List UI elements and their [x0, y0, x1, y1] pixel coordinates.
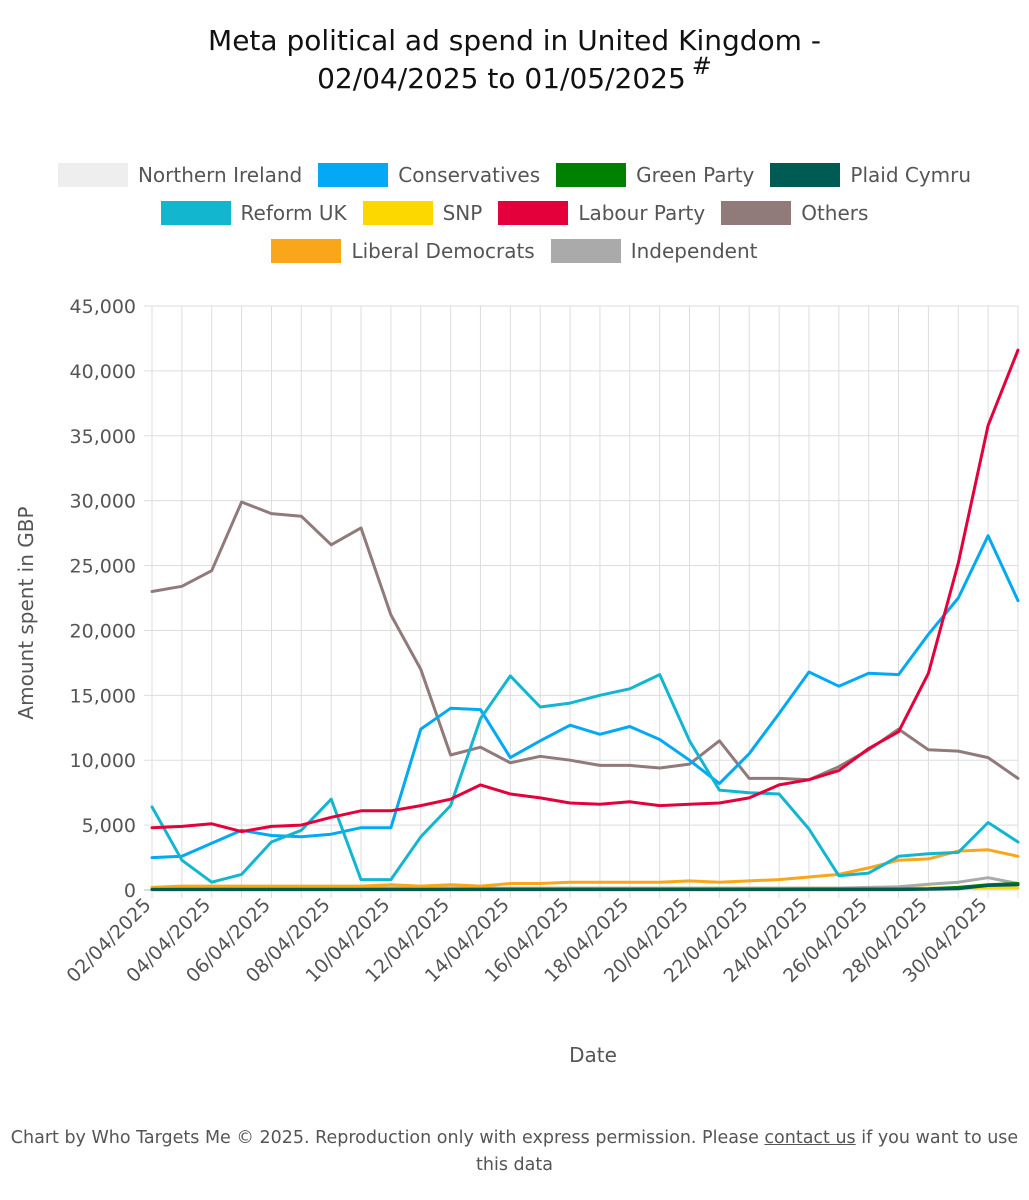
x-axis-title: Date: [569, 1043, 617, 1067]
footer-text-after: if you want to use this data: [476, 1128, 1019, 1175]
legend-label: Conservatives: [398, 163, 541, 187]
legend-item-green-party[interactable]: Green Party: [556, 163, 754, 187]
legend-swatch: [770, 163, 841, 187]
legend-swatch: [556, 163, 627, 187]
chart-legend: Northern Ireland Conservatives Green Party…: [0, 156, 1029, 270]
y-tick-label: 45,000: [70, 296, 136, 318]
y-tick-label: 5,000: [82, 815, 136, 837]
legend-item-reform-uk[interactable]: Reform UK: [160, 201, 347, 225]
chart-footer: Chart by Who Targets Me © 2025. Reproduc…: [0, 1125, 1029, 1179]
legend-label: Northern Ireland: [137, 163, 303, 187]
legend-swatch: [550, 239, 621, 263]
legend-item-conservatives[interactable]: Conservatives: [318, 163, 540, 187]
series-line-reform-uk: [150, 673, 1020, 884]
footer-text-before: Chart by Who Targets Me © 2025. Reproduc…: [10, 1128, 765, 1148]
legend-row: Reform UK SNP Labour Party Others: [0, 194, 1029, 232]
legend-swatch: [721, 201, 792, 225]
series-line-labour-party: [150, 348, 1020, 834]
legend-row: Northern Ireland Conservatives Green Party…: [0, 156, 1029, 194]
chart-title-dates: 02/04/2025 to 01/05/2025: [317, 62, 686, 95]
legend-item-snp[interactable]: SNP: [362, 201, 483, 225]
legend-label: Independent: [630, 239, 758, 263]
legend-item-northern-ireland[interactable]: Northern Ireland: [57, 163, 303, 187]
y-tick-label: 30,000: [70, 491, 136, 513]
y-tick-label: 20,000: [70, 620, 136, 642]
chart-title-line2: 02/04/2025 to 01/05/2025 #: [0, 52, 1029, 99]
legend-swatch: [498, 201, 569, 225]
legend-item-labour-party[interactable]: Labour Party: [498, 201, 705, 225]
legend-item-liberal-democrats[interactable]: Liberal Democrats: [271, 239, 535, 263]
chart-title-footnote-mark: #: [691, 52, 712, 80]
series-line-conservatives: [150, 534, 1020, 860]
y-tick-label: 15,000: [70, 685, 136, 707]
legend-swatch: [271, 239, 342, 263]
legend-swatch: [57, 163, 128, 187]
legend-label: Liberal Democrats: [351, 239, 535, 263]
contact-us-link[interactable]: contact us: [764, 1128, 856, 1148]
y-axis-title: Amount spent in GBP: [14, 506, 38, 719]
y-tick-label: 40,000: [70, 361, 136, 383]
y-tick-label: 35,000: [70, 426, 136, 448]
legend-label: SNP: [442, 201, 483, 225]
series-line-plaid-cymru: [150, 883, 1020, 892]
legend-label: Reform UK: [240, 201, 347, 225]
series-line-liberal-democrats: [150, 848, 1020, 889]
y-tick-label: 10,000: [70, 750, 136, 772]
legend-swatch: [160, 201, 231, 225]
legend-swatch: [362, 201, 433, 225]
legend-swatch: [318, 163, 389, 187]
legend-item-plaid-cymru[interactable]: Plaid Cymru: [770, 163, 971, 187]
legend-label: Labour Party: [578, 201, 706, 225]
line-chart: 0 5,000 10,000 15,000 20,000 25,000 30,000 35,0…: [14, 296, 1020, 1067]
legend-label: Others: [801, 201, 869, 225]
y-tick-label: 0: [124, 880, 136, 902]
legend-item-others[interactable]: Others: [721, 201, 868, 225]
chart-title-line1: Meta political ad spend in United Kingdo…: [208, 24, 821, 57]
legend-row: Liberal Democrats Independent: [0, 232, 1029, 270]
legend-item-independent[interactable]: Independent: [550, 239, 758, 263]
chart-title: Meta political ad spend in United Kingdo…: [0, 22, 1029, 99]
legend-label: Plaid Cymru: [850, 163, 972, 187]
y-tick-label: 25,000: [70, 556, 136, 578]
legend-label: Green Party: [636, 163, 755, 187]
